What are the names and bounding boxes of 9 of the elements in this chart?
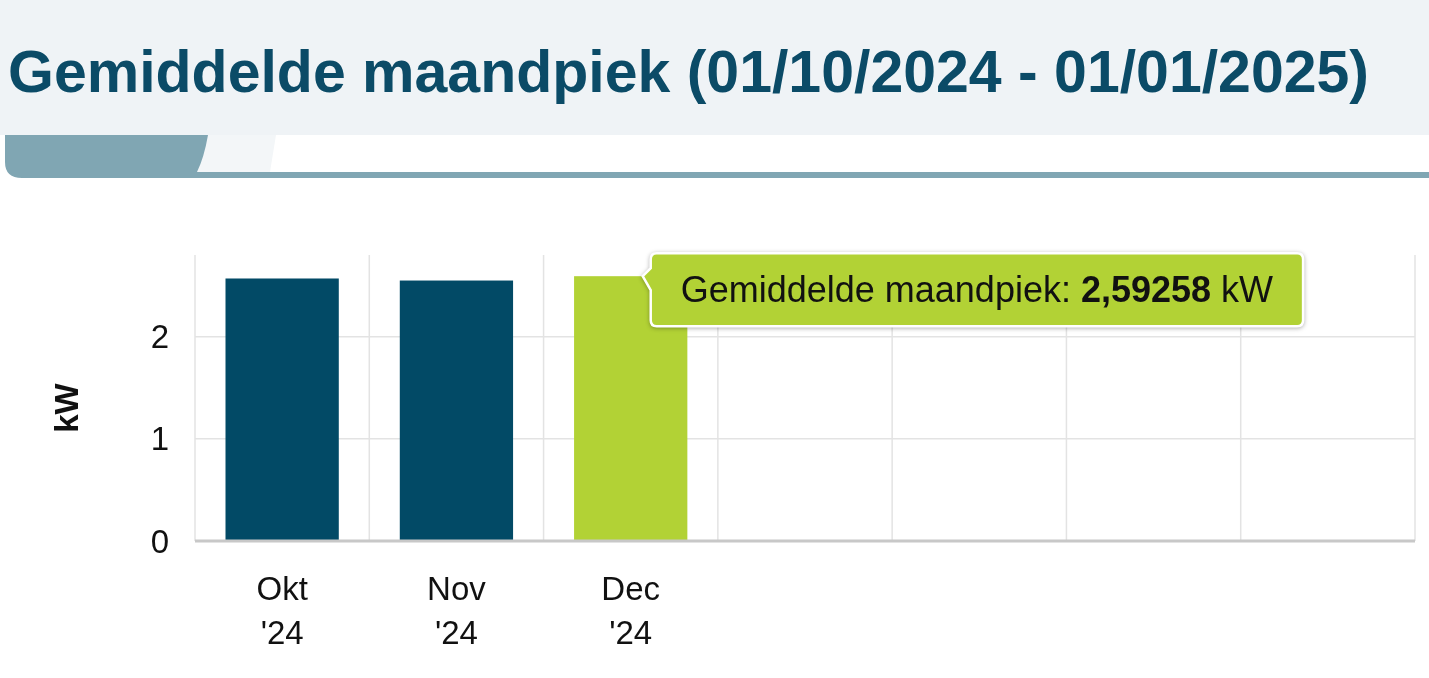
y-tick-label: 0 (150, 522, 169, 560)
x-tick-label: Okt '24 (256, 570, 308, 651)
x-tick-label: Nov '24 (427, 570, 487, 651)
chart-title: Gemiddelde maandpiek (01/10/2024 - 01/01/2025) (8, 39, 1370, 105)
y-tick-label: 2 (150, 318, 169, 356)
annotation: Gemiddelde maandpiek: 2,59258 kW (680, 268, 1274, 310)
x-tick-label: Dec '24 (601, 570, 661, 651)
y-tick-label: 1 (150, 420, 169, 458)
y-axis-title: kW (48, 382, 85, 433)
